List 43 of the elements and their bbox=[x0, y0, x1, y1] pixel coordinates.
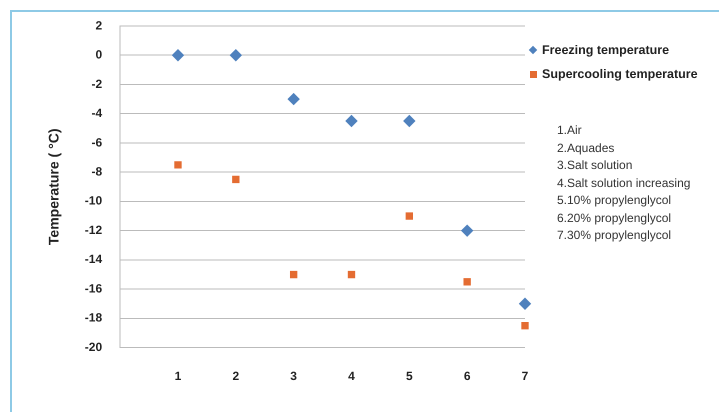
y-tick-label: -18 bbox=[84, 310, 102, 325]
point bbox=[461, 224, 474, 237]
legend-label: Supercooling temperature bbox=[542, 67, 698, 81]
text: 4.Salt solution increasing bbox=[557, 174, 692, 192]
y-tick-label: -14 bbox=[84, 252, 102, 266]
y-tick-label: -2 bbox=[91, 76, 102, 91]
x-tick-label: 3 bbox=[290, 369, 298, 384]
y-tick-label: -10 bbox=[84, 194, 102, 208]
legend-label: Freezing temperature bbox=[542, 43, 670, 57]
y-tick-label: -16 bbox=[84, 281, 102, 296]
point bbox=[288, 93, 300, 106]
point bbox=[345, 115, 358, 128]
x-tick-label: 1 bbox=[174, 369, 182, 384]
point bbox=[230, 49, 242, 62]
x-tick-label: 2 bbox=[232, 369, 240, 384]
point bbox=[348, 270, 356, 278]
point bbox=[406, 212, 414, 220]
x-tick-label: 5 bbox=[406, 369, 413, 384]
point bbox=[521, 322, 529, 330]
point bbox=[232, 176, 240, 184]
x-tick-label: 7 bbox=[522, 369, 529, 384]
y-tick-label: -12 bbox=[84, 222, 102, 237]
text: 3.Salt solution bbox=[557, 157, 634, 174]
y-tick-label: -20 bbox=[84, 340, 102, 354]
x-tick-label: 6 bbox=[464, 369, 471, 384]
text: 2.Aquades bbox=[557, 140, 616, 156]
y-tick-label: 0 bbox=[95, 48, 102, 62]
y-tick-label: -6 bbox=[91, 135, 102, 150]
y-tick-label: -4 bbox=[91, 106, 102, 120]
point bbox=[519, 298, 531, 310]
y-axis-title: Temperature ( °C) bbox=[45, 128, 62, 246]
point bbox=[403, 115, 416, 128]
y-tick-label: -8 bbox=[91, 164, 102, 178]
text: 6.20% propylenglycol bbox=[557, 210, 672, 226]
point bbox=[174, 161, 182, 169]
text: 1.Air bbox=[557, 122, 583, 139]
text: 5.10% propylenglycol bbox=[557, 192, 672, 209]
point bbox=[463, 278, 471, 286]
point bbox=[290, 270, 298, 278]
text: 7.30% propylenglycol bbox=[557, 227, 672, 244]
x-tick-label: 4 bbox=[348, 369, 356, 384]
point bbox=[172, 49, 184, 62]
y-tick-label: 2 bbox=[95, 18, 102, 32]
